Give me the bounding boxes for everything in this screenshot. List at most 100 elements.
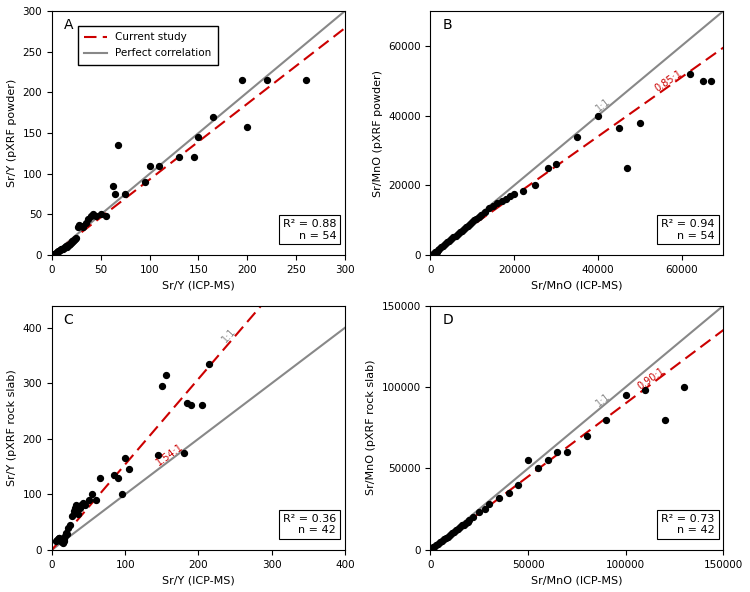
Point	[462, 221, 474, 230]
Point	[87, 210, 99, 219]
Point	[64, 238, 76, 247]
Point	[621, 163, 633, 173]
Point	[620, 390, 632, 400]
Point	[108, 470, 120, 480]
Point	[64, 239, 76, 249]
Point	[438, 535, 450, 544]
Point	[156, 381, 168, 391]
Point	[427, 250, 439, 259]
Point	[72, 222, 84, 231]
Point	[106, 181, 118, 191]
Point	[443, 236, 455, 245]
Point	[430, 540, 442, 550]
Point	[54, 534, 66, 543]
X-axis label: Sr/MnO (ICP-MS): Sr/MnO (ICP-MS)	[531, 281, 622, 291]
Point	[74, 503, 86, 513]
Point	[529, 181, 541, 190]
Y-axis label: Sr/MnO (pXRF powder): Sr/MnO (pXRF powder)	[373, 69, 382, 197]
Text: R² = 0.88
n = 54: R² = 0.88 n = 54	[283, 219, 336, 240]
Y-axis label: Sr/Y (pXRF rock slab): Sr/Y (pXRF rock slab)	[7, 369, 17, 486]
Point	[432, 246, 444, 255]
Point	[57, 538, 69, 548]
Point	[446, 234, 458, 243]
Point	[427, 249, 439, 259]
Point	[242, 122, 254, 131]
Point	[203, 359, 215, 369]
Point	[188, 153, 200, 162]
Point	[460, 518, 472, 527]
Point	[425, 544, 437, 554]
Point	[433, 244, 445, 254]
Point	[55, 535, 67, 545]
Point	[466, 217, 478, 227]
Point	[479, 504, 491, 514]
Point	[425, 250, 437, 260]
Point	[61, 529, 73, 539]
Text: B: B	[442, 18, 452, 33]
Point	[144, 161, 156, 170]
Point	[426, 250, 438, 259]
Point	[67, 511, 79, 521]
Point	[68, 236, 80, 245]
X-axis label: Sr/Y (ICP-MS): Sr/Y (ICP-MS)	[162, 575, 235, 585]
Point	[56, 536, 68, 546]
Point	[470, 214, 482, 223]
Point	[64, 520, 76, 529]
Point	[119, 453, 131, 463]
Point	[80, 218, 92, 227]
Point	[542, 455, 554, 465]
Point	[600, 415, 612, 424]
Point	[551, 448, 563, 457]
Point	[236, 75, 248, 85]
Point	[432, 539, 444, 549]
Point	[52, 534, 64, 543]
Y-axis label: Sr/MnO (pXRF rock slab): Sr/MnO (pXRF rock slab)	[366, 360, 376, 496]
Point	[82, 495, 94, 504]
Point	[123, 465, 135, 474]
Point	[488, 202, 500, 211]
Legend: Current study, Perfect correlation: Current study, Perfect correlation	[78, 26, 218, 65]
Point	[82, 214, 94, 223]
Point	[65, 237, 77, 247]
Point	[51, 247, 63, 257]
Point	[517, 186, 529, 195]
Point	[437, 241, 449, 250]
Point	[448, 527, 460, 536]
Point	[77, 223, 89, 232]
Point	[261, 75, 273, 85]
Text: D: D	[442, 313, 453, 327]
Point	[75, 501, 87, 510]
Point	[454, 522, 466, 532]
Point	[496, 197, 508, 206]
Text: R² = 0.36
n = 42: R² = 0.36 n = 42	[283, 513, 336, 535]
Point	[67, 237, 79, 246]
Text: R² = 0.73
n = 42: R² = 0.73 n = 42	[662, 513, 715, 535]
Point	[464, 516, 476, 525]
Point	[86, 490, 98, 499]
Point	[76, 498, 88, 507]
Point	[71, 509, 83, 519]
Point	[550, 160, 562, 169]
Point	[448, 232, 460, 242]
Point	[61, 242, 73, 252]
Point	[173, 153, 185, 162]
Point	[460, 223, 472, 232]
Point	[53, 246, 64, 256]
Point	[59, 531, 71, 540]
Point	[442, 532, 454, 542]
Point	[512, 480, 524, 490]
Point	[634, 118, 646, 127]
Point	[60, 242, 72, 251]
Point	[678, 382, 690, 392]
Text: A: A	[64, 18, 74, 33]
Point	[116, 490, 128, 499]
Point	[436, 536, 448, 546]
Point	[68, 506, 80, 516]
Point	[639, 385, 651, 395]
Point	[450, 526, 462, 535]
Point	[500, 195, 512, 204]
Point	[85, 211, 97, 221]
Point	[185, 401, 197, 410]
Text: C: C	[64, 313, 74, 327]
Point	[478, 207, 490, 216]
